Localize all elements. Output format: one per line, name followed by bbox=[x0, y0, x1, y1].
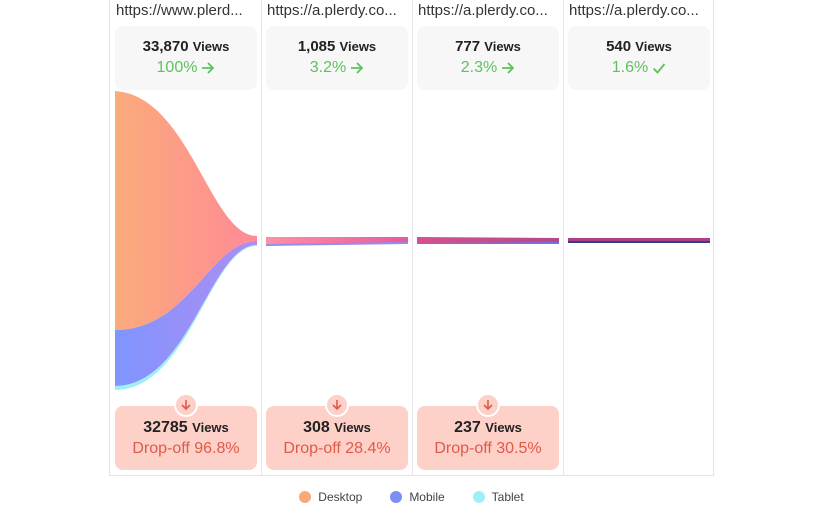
dropoff-views: 308 Views bbox=[303, 419, 371, 436]
flow-step-3 bbox=[417, 237, 559, 243]
legend-dot bbox=[299, 491, 312, 503]
legend-label: Mobile bbox=[409, 490, 445, 504]
arrow-right-icon bbox=[502, 62, 515, 74]
step-stat-card: 33,870 Views 100% bbox=[115, 26, 257, 90]
flow-mobile bbox=[115, 241, 257, 386]
funnel-chart: https://www.plerd... 33,870 Views 100% h… bbox=[109, 0, 714, 476]
legend-item-desktop[interactable]: Desktop bbox=[299, 490, 362, 504]
arrow-down-icon bbox=[476, 393, 500, 417]
step-url[interactable]: https://a.plerdy.co... bbox=[418, 2, 548, 19]
step-views: 777 Views bbox=[455, 38, 521, 55]
step-views: 1,085 Views bbox=[297, 38, 377, 55]
dropoff-views: 237 Views bbox=[454, 419, 522, 436]
step-percent: 1.6% bbox=[568, 59, 710, 77]
arrow-right-icon bbox=[202, 62, 215, 74]
column-divider bbox=[563, 0, 564, 476]
dropoff-rate: Drop-off 96.8% bbox=[132, 440, 240, 457]
step-views: 540 Views bbox=[606, 38, 672, 55]
legend-label: Desktop bbox=[318, 490, 363, 504]
step-percent: 3.2% bbox=[266, 59, 408, 77]
dropoff-views: 32785 Views bbox=[143, 419, 229, 436]
legend: Desktop Mobile Tablet bbox=[0, 490, 823, 504]
flow-step-3-mobile bbox=[417, 242, 559, 244]
arrow-down-icon bbox=[325, 393, 349, 417]
step-percent: 100% bbox=[115, 59, 257, 77]
flow-step-4 bbox=[568, 238, 710, 242]
step-stat-card: 777 Views 2.3% bbox=[417, 26, 559, 90]
legend-label: Tablet bbox=[491, 490, 524, 504]
flow-step-2-mobile bbox=[266, 242, 408, 246]
arrow-down-icon bbox=[174, 393, 198, 417]
funnel-flows bbox=[115, 91, 710, 390]
column-divider bbox=[261, 0, 262, 476]
legend-dot bbox=[472, 491, 485, 503]
legend-dot bbox=[390, 491, 403, 503]
step-url[interactable]: https://www.plerd... bbox=[116, 2, 243, 19]
dropoff-rate: Drop-off 28.4% bbox=[283, 440, 391, 457]
legend-item-tablet[interactable]: Tablet bbox=[472, 490, 524, 504]
legend-item-mobile[interactable]: Mobile bbox=[390, 490, 445, 504]
column-divider bbox=[412, 0, 413, 476]
step-url[interactable]: https://a.plerdy.co... bbox=[569, 2, 699, 19]
step-views: 33,870 Views bbox=[142, 38, 230, 55]
step-percent: 2.3% bbox=[417, 59, 559, 77]
step-stat-card: 1,085 Views 3.2% bbox=[266, 26, 408, 90]
flow-step-4-mobile bbox=[568, 241, 710, 243]
step-url[interactable]: https://a.plerdy.co... bbox=[267, 2, 397, 19]
check-icon bbox=[653, 63, 666, 74]
step-stat-card: 540 Views 1.6% bbox=[568, 26, 710, 90]
dropoff-rate: Drop-off 30.5% bbox=[434, 440, 542, 457]
flow-desktop bbox=[115, 91, 257, 330]
arrow-right-icon bbox=[351, 62, 364, 74]
